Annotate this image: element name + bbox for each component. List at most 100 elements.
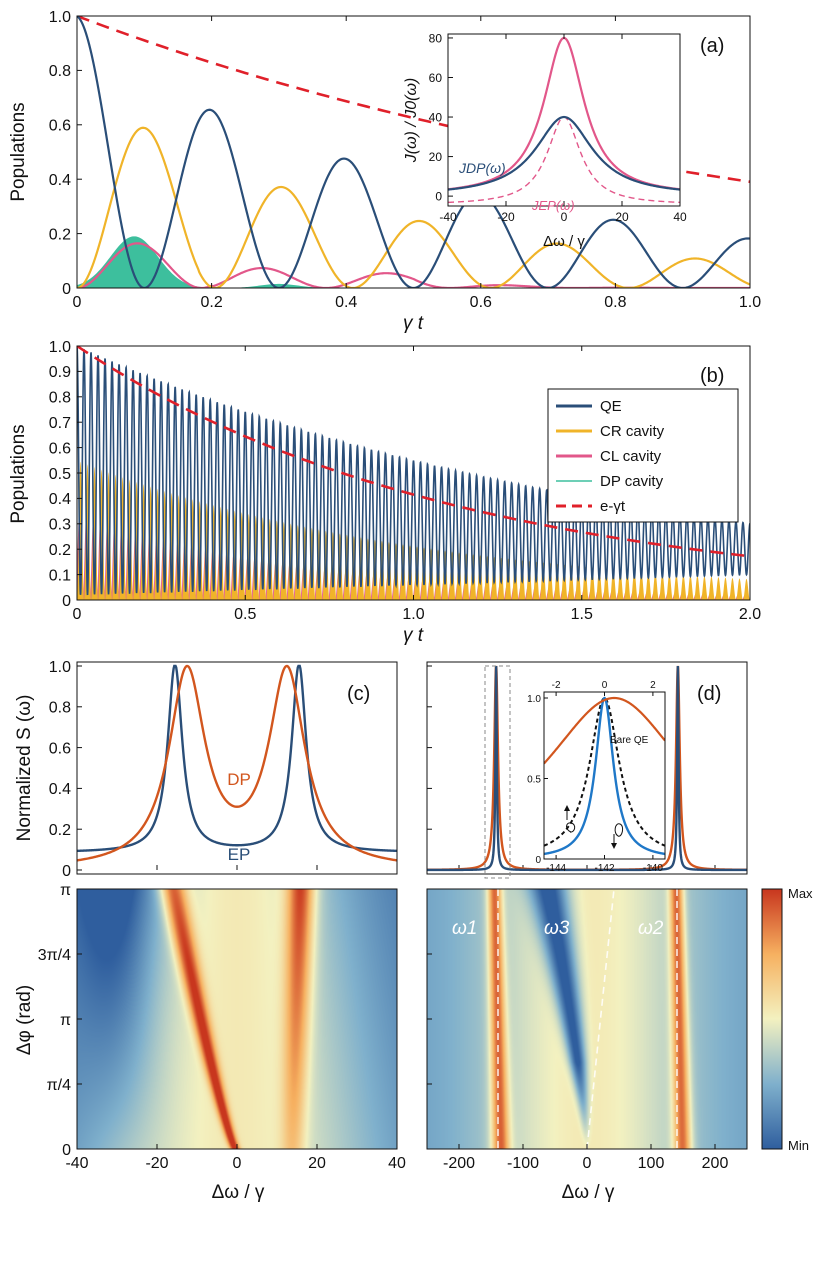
panel-a-ylabel: Populations — [8, 102, 29, 201]
y-tick-label: 0 — [62, 863, 71, 880]
panel-a-xlabel: γ t — [403, 313, 424, 334]
x-tick-label: 200 — [702, 1155, 729, 1172]
x-tick-label: 0.5 — [234, 606, 256, 623]
panel-b-ylabel: Populations — [8, 424, 29, 523]
y-tick-label: 1.0 — [49, 339, 71, 356]
x-tick-label: 1.0 — [739, 294, 761, 311]
x-tick-label-top: 2 — [650, 680, 656, 691]
y-tick-label: 0.2 — [49, 822, 71, 839]
panel-b-tag: (b) — [700, 365, 724, 387]
y-tick-label: π — [60, 1012, 71, 1029]
heatmap-left-xlabel: Δω / γ — [212, 1182, 265, 1203]
y-tick-label: 1.0 — [49, 659, 71, 676]
x-tick-label: 0.4 — [335, 294, 357, 311]
exp-decay-line — [77, 346, 750, 558]
y-tick-label: 0.6 — [49, 440, 71, 457]
y-tick-label: 0.6 — [49, 118, 71, 135]
panel-d-frame — [426, 661, 748, 875]
w3-label: ω3 — [544, 918, 570, 939]
y-tick-label: 0.2 — [49, 542, 71, 559]
legend-cr: CR cavity — [600, 423, 665, 440]
panel-b: 0 0.5 1.0 1.5 2.0 0 0.1 0.2 0.3 0.4 0.5 0.6 0.7 0.8 0.… — [8, 339, 761, 646]
w2-label: ω2 — [638, 918, 664, 939]
y-tick-label: 0 — [535, 855, 541, 866]
w3-guide — [586, 888, 615, 1150]
ep-spectrum — [77, 664, 397, 853]
x-tick-label: -144 — [546, 863, 566, 874]
y-tick-label: 0.8 — [49, 63, 71, 80]
x-tick-label: 0 — [561, 210, 568, 224]
y-tick-label: 1.0 — [527, 694, 541, 705]
inset-xlabel: Δω / γ — [543, 233, 585, 250]
x-tick-label: -142 — [594, 863, 614, 874]
y-tick-label: 0.5 — [49, 466, 71, 483]
ep-label: EP — [228, 845, 251, 864]
jep-label: JEP(ω) — [531, 198, 575, 213]
legend-qe: QE — [600, 398, 622, 415]
y-tick-label: 80 — [429, 31, 443, 45]
loop-mark-right — [614, 823, 624, 837]
colorbar-max: Max — [788, 886, 813, 901]
inset-ylabel: J(ω) / J0(ω) — [403, 78, 420, 163]
x-tick-label: 0 — [73, 606, 82, 623]
y-tick-label: 0 — [62, 593, 71, 610]
x-tick-label: 0.8 — [604, 294, 626, 311]
panel-b-xlabel: γ t — [403, 625, 424, 646]
x-tick-label: -100 — [507, 1155, 539, 1172]
colorbar: Max Min — [761, 886, 813, 1153]
x-tick-label: -40 — [65, 1155, 88, 1172]
y-tick-label: 0.3 — [49, 517, 71, 534]
heatmap-right: -200 -100 0 100 200 ω1 ω3 ω2 — [426, 888, 748, 1172]
x-tick-label-top: 0 — [602, 680, 608, 691]
y-tick-label: 0.1 — [49, 567, 71, 584]
panel-d-inset: -144 -142 -140 -2 0 2 0 0.5 1.0 Bare QE — [527, 680, 666, 874]
x-tick-label: 40 — [388, 1155, 406, 1172]
panel-a-tag: (a) — [700, 35, 724, 57]
legend-exp: e-γt — [600, 498, 626, 515]
zoom-box — [484, 665, 511, 879]
x-tick-label: 20 — [615, 210, 629, 224]
panel-c-tag: (c) — [347, 683, 370, 705]
y-tick-label: 40 — [429, 110, 443, 124]
arrow-down-head — [611, 843, 617, 849]
x-tick-label: 2.0 — [739, 606, 761, 623]
panel-c-frame — [76, 661, 398, 875]
legend: QE CR cavity CL cavity DP cavity e-γt — [547, 388, 739, 523]
x-tick-label: 0.6 — [470, 294, 492, 311]
y-tick-label: 0.6 — [49, 740, 71, 757]
cr-cavity-line — [77, 126, 750, 288]
y-tick-label: π — [60, 882, 71, 899]
dp-cavity-area — [77, 236, 750, 288]
dp-spectrum — [77, 664, 397, 862]
blue-spectrum — [427, 665, 747, 872]
x-tick-label: 0 — [583, 1155, 592, 1172]
heatmap-ylabel: Δφ (rad) — [14, 985, 35, 1055]
y-tick-label: 0.4 — [49, 491, 71, 508]
y-tick-label: 0.5 — [527, 775, 541, 786]
bare-qe-label: Bare QE — [610, 735, 649, 746]
y-tick-label: 3π/4 — [38, 947, 71, 964]
y-tick-label: 0 — [62, 1142, 71, 1159]
bare-qe-line — [544, 696, 665, 847]
x-tick-label: 0 — [73, 294, 82, 311]
x-tick-label: -200 — [443, 1155, 475, 1172]
y-tick-label: 0.4 — [49, 172, 71, 189]
colorbar-min: Min — [788, 1138, 809, 1153]
legend-cl: CL cavity — [600, 448, 662, 465]
y-tick-label: 0.9 — [49, 364, 71, 381]
panel-c: 0 0.2 0.4 0.6 0.8 1.0 Normalized S (ω) (c) DP… — [14, 659, 716, 880]
dp-label: DP — [227, 770, 251, 789]
x-tick-label: 0 — [233, 1155, 242, 1172]
panel-d-tag: (d) — [697, 683, 721, 705]
y-tick-label: 0.2 — [49, 226, 71, 243]
y-tick-label: 0 — [62, 281, 71, 298]
y-tick-label: 1.0 — [49, 9, 71, 26]
panel-a-inset: -40 -20 0 20 40 0 20 40 60 80 J(ω) / J0(ω) Δω / γ… — [403, 31, 687, 250]
y-tick-label: π/4 — [47, 1077, 71, 1094]
x-tick-label: -20 — [497, 210, 515, 224]
panel-a: 0 0.2 0.4 0.6 0.8 1.0 0 0.2 0.4 0.6 0.8 1.0 Populat… — [8, 9, 761, 334]
x-tick-label: -40 — [439, 210, 457, 224]
x-tick-label: 0.2 — [200, 294, 222, 311]
legend-dp: DP cavity — [600, 473, 664, 490]
